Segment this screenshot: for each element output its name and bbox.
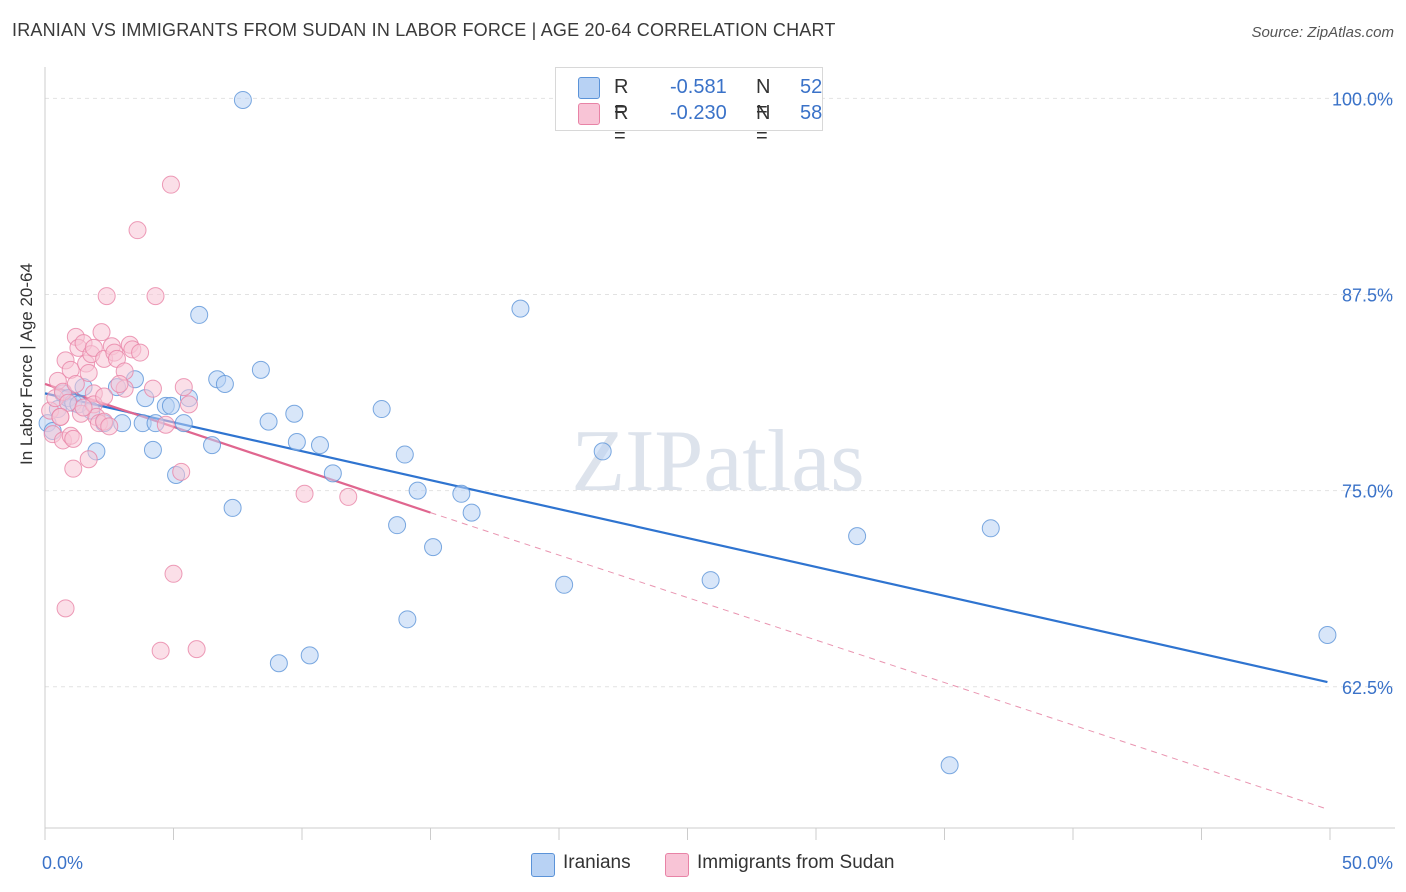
sudan-swatch [665, 853, 689, 877]
iranians-point [161, 396, 180, 415]
iranians-point [701, 571, 720, 590]
iranians-point [408, 481, 427, 500]
sudan-swatch [578, 103, 600, 125]
sudan-point [97, 287, 116, 306]
iranians-point [223, 498, 242, 517]
iranians-point [190, 305, 209, 324]
iranians-point [251, 360, 270, 379]
gridlines [45, 97, 1395, 688]
iranians-point [462, 503, 481, 522]
iranians-point [287, 433, 306, 452]
sudan-point [84, 338, 103, 357]
iranians-point [372, 400, 391, 419]
n-value: 52 [800, 76, 823, 98]
iranians-point [1318, 626, 1337, 645]
sudan-point [64, 459, 83, 478]
sudan-point [56, 599, 75, 618]
sudan-point [66, 374, 85, 393]
iranians-point [388, 516, 407, 535]
data-points [38, 90, 1337, 775]
iranians-point [395, 445, 414, 464]
legend-label: Iranians [563, 852, 631, 873]
sudan-point [64, 429, 83, 448]
sudan-point [74, 398, 93, 417]
sudan-point [172, 462, 191, 481]
y-tick-label: 62.5% [1342, 678, 1393, 698]
tick-labels: 62.5% 75.0% 87.5% 100.0% 0.0% 50.0% [42, 89, 1393, 873]
iranians-point [174, 414, 193, 433]
r-label: R = [614, 76, 629, 121]
iranians-point [269, 654, 288, 673]
iranians-point [233, 90, 252, 109]
y-tick-label: 100.0% [1332, 89, 1393, 109]
n-value: 58 [800, 102, 823, 124]
iranians-swatch [578, 77, 600, 99]
sudan-point [174, 378, 193, 397]
sudan-point [295, 484, 314, 503]
sudan-point [79, 450, 98, 469]
iranians-point [511, 299, 530, 318]
sudan-point [110, 374, 129, 393]
sudan-point [95, 387, 114, 406]
sudan-point [100, 417, 119, 436]
iranians-point [452, 484, 471, 503]
iranians-point [848, 527, 867, 546]
n-label: N = [756, 76, 771, 121]
sudan-point [79, 363, 98, 382]
correlation-legend: R = -0.581 N = 52 R = -0.230 N = 58 [555, 67, 823, 147]
iranians-point [285, 404, 304, 423]
iranians-point [593, 442, 612, 461]
sudan-point [187, 640, 206, 659]
sudan-point [131, 343, 150, 362]
sudan-point [156, 415, 175, 434]
iranians-point [323, 464, 342, 483]
sudan-point [161, 175, 180, 194]
sudan-point [143, 379, 162, 398]
x-tick-label: 0.0% [42, 853, 83, 873]
legend-label: Immigrants from Sudan [697, 852, 895, 873]
axes [44, 67, 1395, 840]
iranians-point [300, 646, 319, 665]
x-tick-label: 50.0% [1342, 853, 1393, 873]
source-credit: Source: ZipAtlas.com [1251, 24, 1394, 41]
sudan-point [146, 287, 165, 306]
n-label: N = [756, 102, 771, 147]
r-label: R = [614, 102, 629, 147]
trend-lines [44, 382, 1328, 810]
sudan-trend-extension [430, 512, 1328, 810]
sudan-point [339, 487, 358, 506]
sudan-point [151, 641, 170, 660]
iranians-point [215, 374, 234, 393]
watermark: ZIPatlas [571, 413, 864, 510]
sudan-trend-line [44, 382, 431, 514]
iranians-point [310, 436, 329, 455]
iranians-point [424, 538, 443, 557]
iranians-point [203, 436, 222, 455]
iranians-point [143, 440, 162, 459]
y-axis-label: In Labor Force | Age 20-64 [17, 263, 36, 465]
r-value: -0.581 [670, 76, 727, 98]
y-tick-label: 87.5% [1342, 286, 1393, 306]
sudan-point [179, 395, 198, 414]
sudan-point [92, 323, 111, 342]
sudan-point [128, 221, 147, 240]
chart-title: IRANIAN VS IMMIGRANTS FROM SUDAN IN LABO… [12, 20, 836, 40]
iranians-trend-line [44, 392, 1328, 684]
sudan-point [51, 407, 70, 426]
r-value: -0.230 [670, 102, 727, 124]
iranians-point [555, 575, 574, 594]
sudan-point [164, 564, 183, 583]
iranians-swatch [531, 853, 555, 877]
y-tick-label: 75.0% [1342, 482, 1393, 502]
iranians-point [940, 756, 959, 775]
iranians-point [398, 610, 417, 629]
iranians-point [259, 412, 278, 431]
iranians-point [981, 519, 1000, 538]
